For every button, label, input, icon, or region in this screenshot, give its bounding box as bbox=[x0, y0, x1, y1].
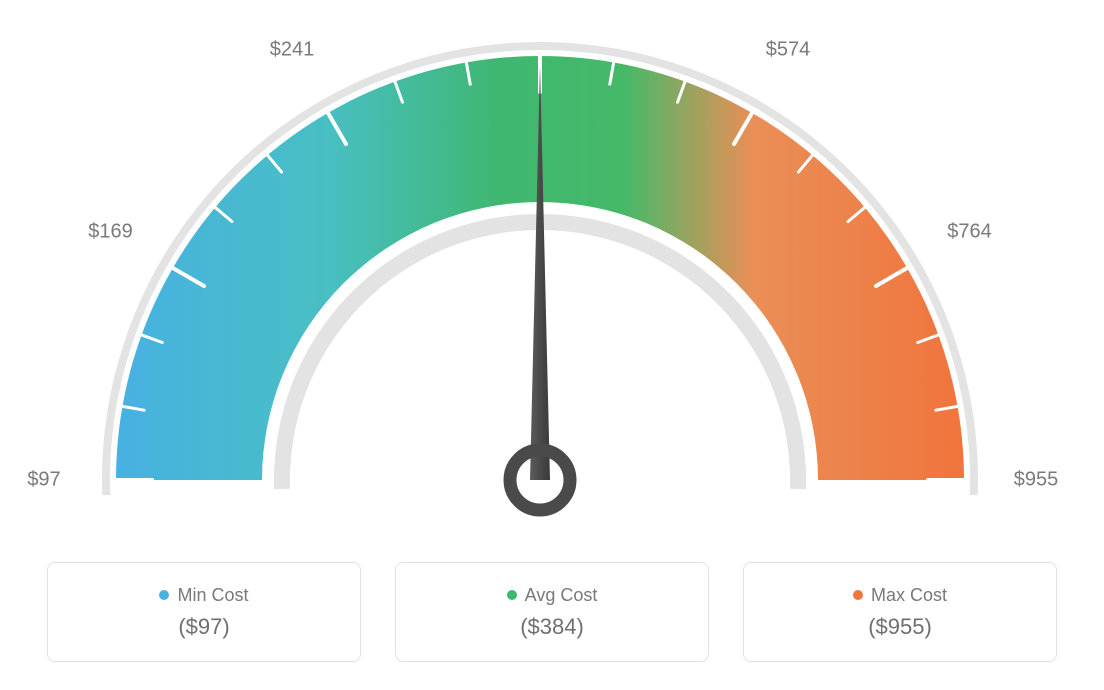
legend-dot-icon bbox=[507, 590, 517, 600]
legend-dot-icon bbox=[853, 590, 863, 600]
gauge-tick-label: $574 bbox=[766, 39, 811, 62]
legend-card-max-cost: Max Cost ($955) bbox=[743, 562, 1057, 662]
gauge-tick-label: $955 bbox=[1014, 469, 1059, 492]
legend-value: ($97) bbox=[178, 614, 229, 640]
legend-label: Min Cost bbox=[177, 585, 248, 606]
gauge: $97$169$241$384$574$764$955 bbox=[0, 0, 1104, 540]
gauge-tick-label: $97 bbox=[27, 469, 60, 492]
legend-row: Min Cost ($97) Avg Cost ($384) Max Cost ($955… bbox=[0, 562, 1104, 662]
legend-card-avg-cost: Avg Cost ($384) bbox=[395, 562, 709, 662]
gauge-tick-label: $764 bbox=[947, 220, 992, 243]
legend-dot-icon bbox=[159, 590, 169, 600]
gauge-tick-label: $169 bbox=[88, 220, 133, 243]
legend-label-row: Min Cost bbox=[159, 585, 248, 606]
legend-label: Avg Cost bbox=[525, 585, 598, 606]
legend-label: Max Cost bbox=[871, 585, 947, 606]
legend-value: ($955) bbox=[868, 614, 932, 640]
legend-label-row: Avg Cost bbox=[507, 585, 598, 606]
cost-gauge-chart: { "gauge": { "type": "gauge", "cx": 540,… bbox=[0, 0, 1104, 690]
gauge-tick-label: $241 bbox=[270, 39, 315, 62]
legend-label-row: Max Cost bbox=[853, 585, 947, 606]
legend-value: ($384) bbox=[520, 614, 584, 640]
legend-card-min-cost: Min Cost ($97) bbox=[47, 562, 361, 662]
gauge-svg bbox=[0, 0, 1104, 540]
